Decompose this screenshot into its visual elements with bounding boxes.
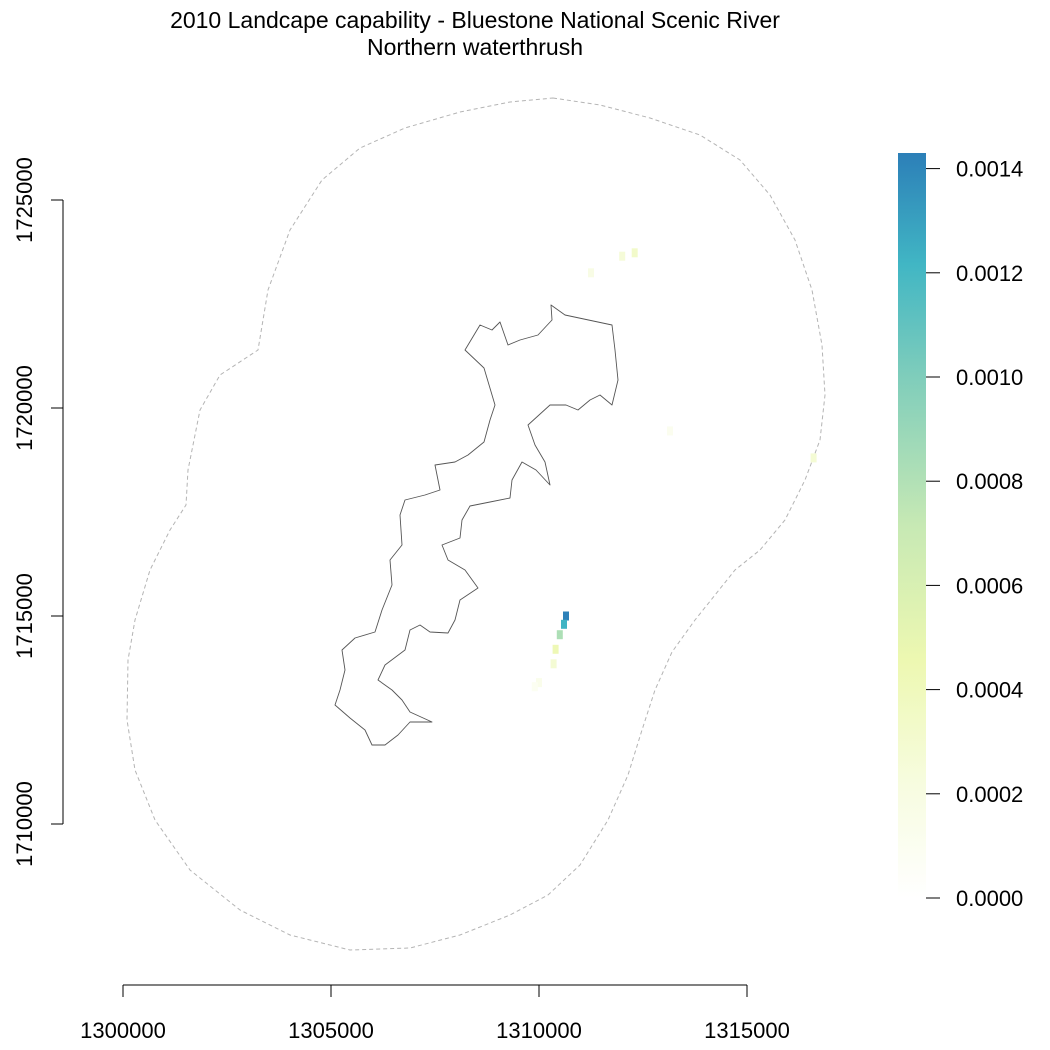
- legend-tick-label: 0.0012: [956, 261, 1023, 286]
- y-tick-label: 1715000: [12, 573, 37, 659]
- x-axis: 1300000 1305000 1310000 1315000: [80, 984, 790, 1043]
- capability-cell: [556, 630, 563, 640]
- y-tick-label: 1720000: [12, 365, 37, 451]
- buffer-boundary: [126, 97, 826, 951]
- x-tick-label: 1300000: [80, 1018, 166, 1043]
- capability-cell: [631, 248, 638, 258]
- capability-cell: [588, 268, 594, 278]
- legend-tick-label: 0.0014: [956, 157, 1023, 182]
- capability-cell: [561, 619, 567, 629]
- capability-cell: [619, 251, 626, 261]
- legend-tick-label: 0.0000: [956, 886, 1023, 911]
- capability-cell: [563, 611, 569, 621]
- map-title: 2010 Landcape capability - Bluestone Nat…: [170, 7, 780, 33]
- capability-cell: [810, 453, 817, 463]
- capability-raster: [531, 248, 817, 692]
- capability-cell: [552, 644, 559, 654]
- color-legend: 0.0000 0.0002 0.0004 0.0006 0.0008 0.0010 0.00…: [898, 153, 1023, 911]
- legend-color-bar: [898, 153, 926, 898]
- legend-tick-label: 0.0004: [956, 678, 1023, 703]
- park-boundary: [334, 304, 619, 746]
- capability-cell: [550, 659, 557, 669]
- y-tick-label: 1710000: [12, 781, 37, 867]
- x-tick-label: 1315000: [704, 1018, 790, 1043]
- y-tick-label: 1725000: [12, 157, 37, 243]
- legend-tick-label: 0.0008: [956, 469, 1023, 494]
- legend-tick-label: 0.0006: [956, 573, 1023, 598]
- map-subtitle: Northern waterthrush: [366, 34, 584, 60]
- capability-cell: [667, 426, 673, 436]
- legend-tick-label: 0.0010: [956, 365, 1023, 390]
- x-tick-label: 1310000: [496, 1018, 582, 1043]
- y-axis: 1710000 1715000 1720000 1725000: [12, 157, 64, 867]
- legend-tick-label: 0.0002: [956, 782, 1023, 807]
- capability-cell: [531, 682, 538, 692]
- x-tick-label: 1305000: [288, 1018, 374, 1043]
- capability-cell: [536, 678, 542, 688]
